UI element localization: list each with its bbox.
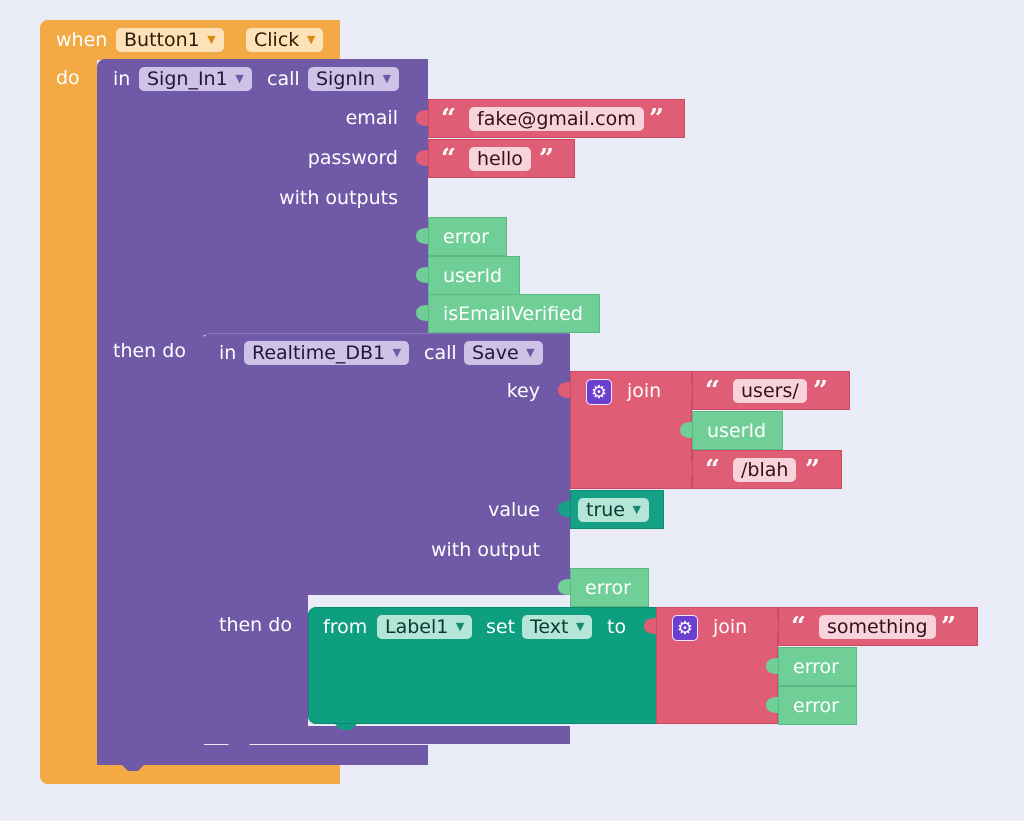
key-param-label: key xyxy=(506,380,540,402)
save-component-dropdown[interactable]: Realtime_DB1 ▼ xyxy=(244,341,410,365)
key-join-label: join xyxy=(627,380,662,402)
output-isemailverified-label: isEmailVerified xyxy=(443,303,583,325)
open-quote-icon: “ xyxy=(791,612,806,642)
boolean-dropdown[interactable]: true ▼ xyxy=(578,498,649,522)
join-text-something-field[interactable]: something xyxy=(819,615,936,639)
text-join-block[interactable]: ⚙ join xyxy=(656,607,778,724)
chevron-down-icon: ▼ xyxy=(207,33,216,46)
close-quote-icon: ” xyxy=(805,455,820,485)
key-text-users[interactable]: “ users/ ” xyxy=(692,371,850,410)
with-outputs-label: with outputs xyxy=(279,187,398,209)
gear-icon[interactable]: ⚙ xyxy=(672,615,698,641)
chevron-down-icon: ▼ xyxy=(526,346,535,359)
save-component-value: Realtime_DB1 xyxy=(252,342,386,364)
email-text-block[interactable]: “ fake@gmail.com ” xyxy=(428,99,685,138)
value-boolean-block[interactable]: true ▼ xyxy=(570,490,664,529)
open-quote-icon: “ xyxy=(441,104,456,134)
key-var-userid[interactable]: userId xyxy=(692,411,783,450)
save-call-block[interactable]: in Realtime_DB1 ▼ call Save ▼ key value … xyxy=(203,333,570,744)
save-call-body xyxy=(203,333,570,595)
save-in-label: in xyxy=(219,342,237,364)
signin-then-do-label: then do xyxy=(113,340,186,362)
key-text-users-field[interactable]: users/ xyxy=(733,379,807,403)
save-method-value: Save xyxy=(472,342,519,364)
save-output-error-block[interactable]: error xyxy=(570,568,649,607)
chevron-down-icon: ▼ xyxy=(382,72,392,85)
event-name-value: Click xyxy=(254,29,300,51)
signin-method-value: SignIn xyxy=(316,68,376,90)
open-quote-icon: “ xyxy=(441,144,456,174)
key-text-blah[interactable]: “ /blah ” xyxy=(692,450,842,489)
key-text-blah-field[interactable]: /blah xyxy=(733,458,797,482)
signin-call-block[interactable]: in Sign_In1 ▼ call SignIn ▼ email passwo… xyxy=(97,59,428,765)
join-text-something[interactable]: “ something ” xyxy=(778,607,978,646)
with-output-label: with output xyxy=(430,539,540,561)
save-output-error-label: error xyxy=(585,577,631,599)
email-text-field[interactable]: fake@gmail.com xyxy=(469,107,644,131)
event-block-when-button1-click[interactable]: when Button1 ▼ Click ▼ do xyxy=(40,20,340,784)
output-userid-label: userId xyxy=(443,265,503,287)
join-var-error-2-label: error xyxy=(793,695,839,717)
close-quote-icon: ” xyxy=(941,612,956,642)
save-method-dropdown[interactable]: Save ▼ xyxy=(464,341,543,365)
open-quote-icon: “ xyxy=(705,376,720,406)
close-quote-icon: ” xyxy=(539,144,554,174)
set-to-label: to xyxy=(607,616,627,638)
save-call-label: call xyxy=(424,342,457,364)
text-join-label: join xyxy=(713,616,748,638)
save-then-do-label: then do xyxy=(219,614,292,636)
signin-method-dropdown[interactable]: SignIn ▼ xyxy=(308,67,400,91)
chevron-down-icon: ▼ xyxy=(235,72,244,85)
password-param-label: password xyxy=(307,147,398,169)
chevron-down-icon: ▼ xyxy=(632,503,641,516)
close-quote-icon: ” xyxy=(649,104,664,134)
password-text-block[interactable]: “ hello ” xyxy=(428,139,575,178)
boolean-value: true xyxy=(586,499,625,521)
signin-in-label: in xyxy=(113,68,131,90)
key-var-userid-label: userId xyxy=(707,420,767,442)
open-quote-icon: “ xyxy=(705,455,720,485)
join-var-error-1[interactable]: error xyxy=(778,647,857,686)
event-component-value: Button1 xyxy=(124,29,200,51)
output-error-label: error xyxy=(443,226,489,248)
event-name-dropdown[interactable]: Click ▼ xyxy=(246,28,324,52)
join-var-error-2[interactable]: error xyxy=(778,686,857,725)
set-from-label: from xyxy=(323,616,368,638)
join-var-error-1-label: error xyxy=(793,656,839,678)
set-set-label: set xyxy=(486,616,516,638)
set-property-dropdown[interactable]: Text ▼ xyxy=(522,615,593,639)
email-param-label: email xyxy=(345,107,398,129)
chevron-down-icon: ▼ xyxy=(575,620,585,633)
close-quote-icon: ” xyxy=(813,376,828,406)
signin-call-footer xyxy=(97,745,428,765)
gear-icon[interactable]: ⚙ xyxy=(586,379,612,405)
signin-call-body xyxy=(97,59,428,335)
set-label-text-block[interactable]: from Label1 ▼ set Text ▼ to xyxy=(308,607,657,724)
save-call-footer xyxy=(203,726,570,744)
output-userid-block[interactable]: userId xyxy=(428,256,520,295)
chevron-down-icon: ▼ xyxy=(455,620,465,633)
password-text-field[interactable]: hello xyxy=(469,147,531,171)
when-label: when xyxy=(56,29,108,51)
event-block-footer xyxy=(40,762,340,784)
event-component-dropdown[interactable]: Button1 ▼ xyxy=(116,28,224,52)
save-call-arm xyxy=(203,595,308,744)
output-isemailverified-block[interactable]: isEmailVerified xyxy=(428,294,600,333)
signin-component-value: Sign_In1 xyxy=(147,68,228,90)
value-param-label: value xyxy=(488,499,540,521)
signin-call-label: call xyxy=(267,68,300,90)
chevron-down-icon: ▼ xyxy=(306,33,316,46)
event-block-arm xyxy=(40,60,97,784)
key-join-block[interactable]: ⚙ join xyxy=(570,371,692,489)
signin-component-dropdown[interactable]: Sign_In1 ▼ xyxy=(139,67,252,91)
signin-call-arm xyxy=(97,335,204,765)
set-component-dropdown[interactable]: Label1 ▼ xyxy=(377,615,473,639)
set-component-value: Label1 xyxy=(385,616,449,638)
set-property-value: Text xyxy=(530,616,569,638)
output-error-block[interactable]: error xyxy=(428,217,507,256)
do-label: do xyxy=(56,67,80,89)
chevron-down-icon: ▼ xyxy=(392,346,402,359)
